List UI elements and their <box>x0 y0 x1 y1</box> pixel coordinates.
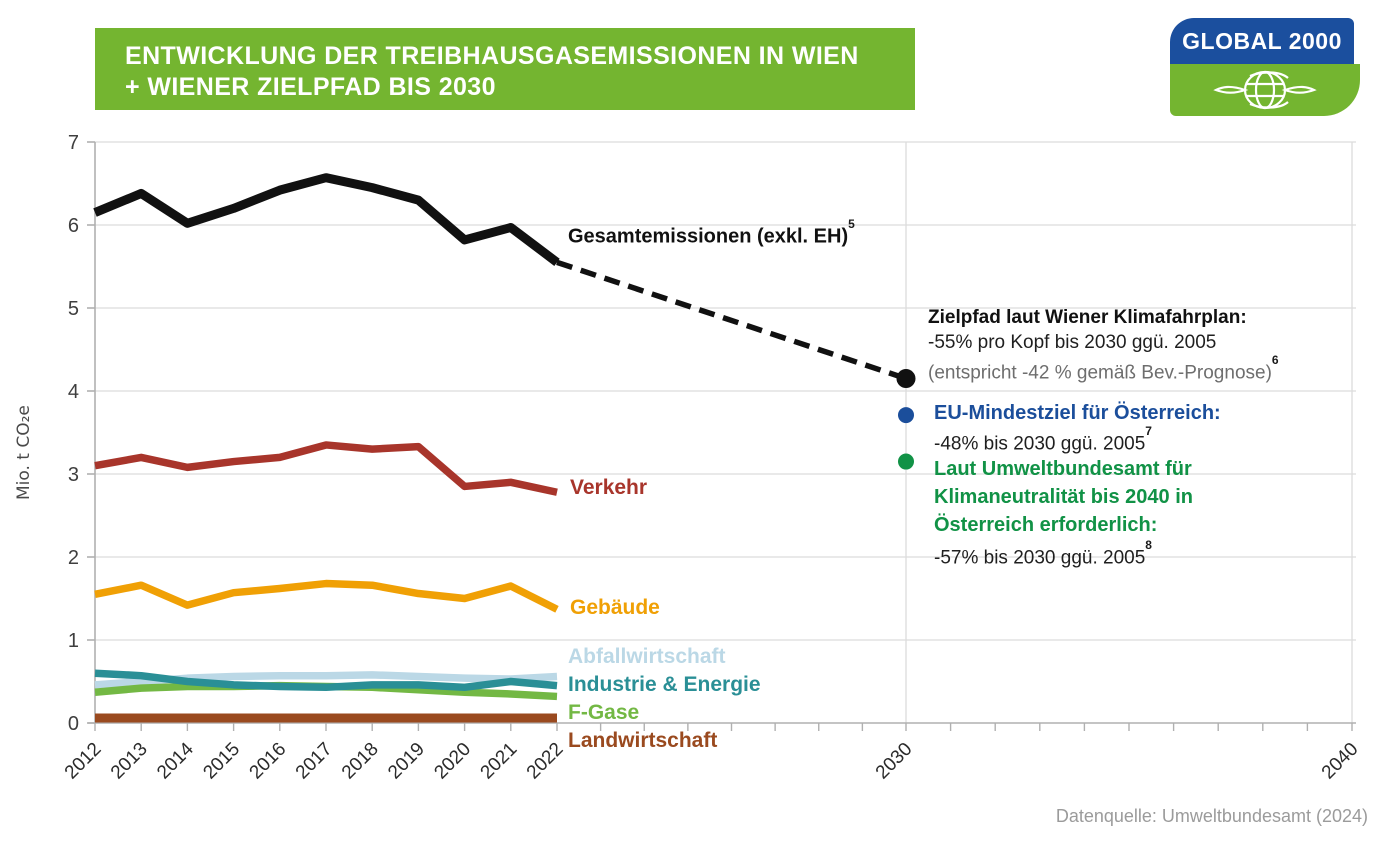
zielpfad-value: -55% pro Kopf bis 2030 ggü. 2005 <box>928 332 1217 353</box>
title-banner: ENTWICKLUNG DER TREIBHAUSGASEMISSIONEN I… <box>95 28 915 110</box>
target-dot-zielpfad-laut-wiener-klimafa <box>896 369 916 389</box>
footnote-5: 5 <box>848 217 855 231</box>
label-gesamtemissionen: Gesamtemissionen (exkl. EH)5 <box>568 217 855 249</box>
series-line-gebäude <box>94 579 559 613</box>
target-dot-laut-umweltbundesamt-für-kli <box>898 453 914 470</box>
eu-target-value-text: -48% bis 2030 ggü. 2005 <box>934 433 1146 455</box>
annotation-eu-target: EU-Mindestziel für Österreich: -48% bis … <box>934 401 1221 456</box>
svg-text:0: 0 <box>68 713 79 735</box>
uba-target-line1: Laut Umweltbundesamt für <box>934 458 1192 480</box>
svg-text:2: 2 <box>68 547 79 569</box>
globe-icon <box>1213 70 1317 110</box>
svg-text:2030: 2030 <box>872 739 917 784</box>
label-gesamtemissionen-text: Gesamtemissionen (exkl. EH) <box>568 225 849 248</box>
svg-text:1: 1 <box>68 630 79 652</box>
logo-globe-band <box>1170 64 1360 116</box>
svg-text:2019: 2019 <box>384 739 429 784</box>
annotation-zielpfad: Zielpfad laut Wiener Klimafahrplan: -55%… <box>928 305 1279 385</box>
svg-text:3: 3 <box>68 464 79 486</box>
page-title-line1: ENTWICKLUNG DER TREIBHAUSGASEMISSIONEN I… <box>125 42 859 70</box>
svg-text:2040: 2040 <box>1318 739 1363 784</box>
zielpfad-title: Zielpfad laut Wiener Klimafahrplan: <box>928 307 1247 328</box>
zielpfad-dashed-line <box>556 259 907 382</box>
eu-target-value: -48% bis 2030 ggü. 20057 <box>934 424 1221 456</box>
logo-wordmark-band: GLOBAL 2000 <box>1170 18 1354 64</box>
y-axis-title: Mio. t CO₂e <box>14 405 34 500</box>
svg-text:2022: 2022 <box>523 739 568 784</box>
data-source: Datenquelle: Umweltbundesamt (2024) <box>1055 806 1368 826</box>
footnote-6: 6 <box>1271 353 1279 367</box>
svg-text:4: 4 <box>68 381 79 403</box>
series-line-verkehr <box>94 441 558 496</box>
series-line-industrie-energie <box>94 669 558 692</box>
zielpfad-note: (entspricht -42 % gemäß Bev.-Prognose)6 <box>928 353 1279 385</box>
series-label-abfallwirtschaft: Abfallwirtschaft <box>568 645 726 668</box>
uba-target-line3: Österreich erforderlich: <box>934 514 1158 536</box>
series-label-landwirtschaft: Landwirtschaft <box>568 729 718 752</box>
svg-text:2014: 2014 <box>153 738 198 783</box>
uba-target-line2: Klimaneutralität bis 2040 in <box>934 486 1193 508</box>
logo-wordmark: GLOBAL 2000 <box>1182 27 1342 54</box>
zielpfad-note-text: (entspricht -42 % gemäß Bev.-Prognose) <box>928 362 1272 384</box>
page-title-line2: + WIENER ZIELPFAD BIS 2030 <box>125 73 496 101</box>
uba-target-value-text: -57% bis 2030 ggü. 2005 <box>934 547 1146 569</box>
annotation-uba-target: Laut Umweltbundesamt für Klimaneutralitä… <box>934 455 1193 571</box>
svg-text:7: 7 <box>68 132 79 154</box>
svg-text:2018: 2018 <box>338 739 383 784</box>
footnote-7: 7 <box>1145 424 1152 438</box>
svg-text:2015: 2015 <box>199 739 244 784</box>
svg-text:2017: 2017 <box>292 739 337 784</box>
svg-text:2020: 2020 <box>430 739 475 784</box>
uba-target-value: -57% bis 2030 ggü. 20058 <box>934 538 1193 571</box>
eu-target-title: EU-Mindestziel für Österreich: <box>934 402 1221 424</box>
series-line-gesamtemissionen-exkl-eh- <box>93 173 560 266</box>
svg-text:2016: 2016 <box>246 739 291 784</box>
svg-text:5: 5 <box>68 298 79 320</box>
series-label-gebaeude: Gebäude <box>570 596 660 619</box>
series-label-verkehr: Verkehr <box>570 476 648 499</box>
footnote-8: 8 <box>1145 538 1152 552</box>
target-dot-eu-mindestziel-für-österreic <box>898 407 914 424</box>
svg-text:2012: 2012 <box>61 739 106 784</box>
series-label-industrie-energie: Industrie & Energie <box>568 673 761 696</box>
series-label-f-gase: F-Gase <box>568 701 640 724</box>
global2000-logo: GLOBAL 2000 <box>1170 18 1360 116</box>
svg-text:6: 6 <box>68 215 79 237</box>
svg-text:2021: 2021 <box>477 739 522 784</box>
svg-text:2013: 2013 <box>107 739 152 784</box>
